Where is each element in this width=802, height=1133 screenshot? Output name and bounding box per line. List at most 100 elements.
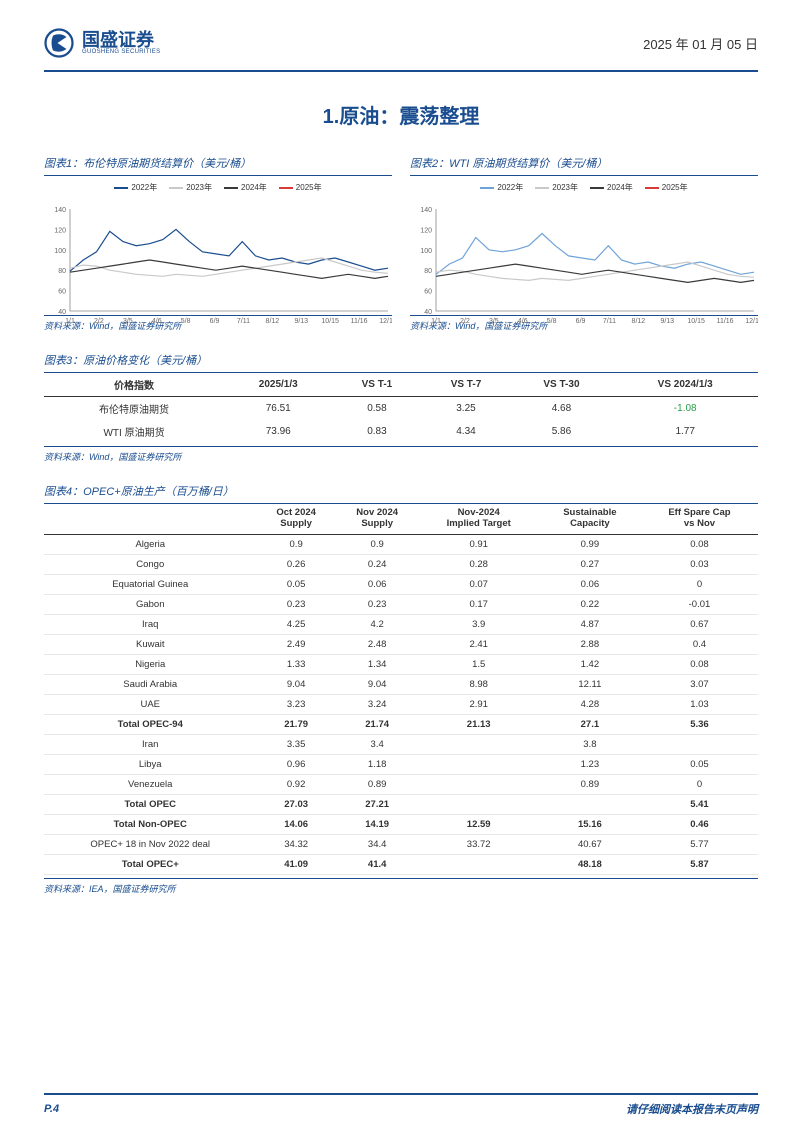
logo-text-cn: 国盛证券 — [82, 31, 160, 49]
table-cell — [419, 854, 539, 874]
table-cell: 3.35 — [256, 734, 335, 754]
table-cell: 0.08 — [641, 654, 758, 674]
table-cell: WTI 原油期货 — [44, 420, 224, 443]
table-cell: UAE — [44, 694, 256, 714]
table-3-col-header: 价格指数 — [44, 373, 224, 397]
table-cell: 1.03 — [641, 694, 758, 714]
table-cell: 0.83 — [332, 420, 421, 443]
table-cell: 41.4 — [336, 854, 419, 874]
table-cell: 0.17 — [419, 594, 539, 614]
table-cell: 0.03 — [641, 554, 758, 574]
legend-item: 2024年 — [590, 182, 633, 193]
table-3-col-header: 2025/1/3 — [224, 373, 332, 397]
svg-text:80: 80 — [424, 268, 432, 275]
table-cell: 0.9 — [256, 534, 335, 554]
table-row: Saudi Arabia9.049.048.9812.113.07 — [44, 674, 758, 694]
table-cell: 40.67 — [539, 834, 641, 854]
table-cell: 0.89 — [336, 774, 419, 794]
table-cell: 27.21 — [336, 794, 419, 814]
legend-item: 2022年 — [480, 182, 523, 193]
table-cell: 4.87 — [539, 614, 641, 634]
table-cell: 76.51 — [224, 397, 332, 421]
logo: 国盛证券 GUOSHENG SECURITIES — [44, 28, 160, 58]
legend-label: 2024年 — [241, 182, 267, 193]
svg-text:4/6: 4/6 — [518, 318, 528, 325]
svg-text:1/1: 1/1 — [431, 318, 441, 325]
table-cell: 2.91 — [419, 694, 539, 714]
chart-legend: 2022年2023年2024年2025年 — [410, 182, 758, 193]
table-cell: Saudi Arabia — [44, 674, 256, 694]
table-row: Congo0.260.240.280.270.03 — [44, 554, 758, 574]
svg-text:60: 60 — [424, 289, 432, 296]
svg-text:6/9: 6/9 — [576, 318, 586, 325]
table-cell: Kuwait — [44, 634, 256, 654]
table-cell: -0.01 — [641, 594, 758, 614]
legend-label: 2023年 — [186, 182, 212, 193]
table-cell: 4.68 — [511, 397, 613, 421]
table-cell — [419, 734, 539, 754]
table-row: Kuwait2.492.482.412.880.4 — [44, 634, 758, 654]
chart-1-title: 图表1：布伦特原油期货结算价（美元/桶） — [44, 155, 392, 176]
chart-1-canvas: 2022年2023年2024年2025年4060801001201401/12/… — [44, 182, 392, 312]
table-cell: 0.46 — [641, 814, 758, 834]
table-4-header-row: Oct 2024SupplyNov 2024SupplyNov-2024Impl… — [44, 504, 758, 535]
table-cell: Equatorial Guinea — [44, 574, 256, 594]
svg-text:100: 100 — [420, 248, 432, 255]
table-3-title: 图表3：原油价格变化（美元/桶） — [44, 352, 758, 372]
table-row: Libya0.961.181.230.05 — [44, 754, 758, 774]
table-cell: Congo — [44, 554, 256, 574]
table-cell: Iraq — [44, 614, 256, 634]
chart-2-canvas: 2022年2023年2024年2025年4060801001201401/12/… — [410, 182, 758, 312]
table-cell: 0 — [641, 574, 758, 594]
header-date: 2025 年 01 月 05 日 — [643, 34, 758, 53]
table-cell: 0.99 — [539, 534, 641, 554]
table-cell — [419, 774, 539, 794]
table-3: 价格指数2025/1/3VS T-1VS T-7VS T-30VS 2024/1… — [44, 372, 758, 443]
table-3-block: 图表3：原油价格变化（美元/桶） 价格指数2025/1/3VS T-1VS T-… — [44, 352, 758, 463]
svg-text:11/16: 11/16 — [351, 318, 368, 325]
table-cell: 15.16 — [539, 814, 641, 834]
table-cell: 0.06 — [336, 574, 419, 594]
svg-text:9/13: 9/13 — [660, 318, 674, 325]
svg-text:10/15: 10/15 — [687, 318, 705, 325]
section-title: 1.原油：震荡整理 — [44, 100, 758, 129]
table-row: OPEC+ 18 in Nov 2022 deal34.3234.433.724… — [44, 834, 758, 854]
svg-text:10/15: 10/15 — [321, 318, 339, 325]
chart-legend: 2022年2023年2024年2025年 — [44, 182, 392, 193]
legend-swatch-icon — [224, 187, 238, 189]
table-cell: 0.4 — [641, 634, 758, 654]
table-row: UAE3.233.242.914.281.03 — [44, 694, 758, 714]
table-4-col-header: SustainableCapacity — [539, 504, 641, 535]
table-row: Iran3.353.43.8 — [44, 734, 758, 754]
table-cell: 1.42 — [539, 654, 641, 674]
table-cell: 5.77 — [641, 834, 758, 854]
legend-swatch-icon — [590, 187, 604, 189]
table-cell: 0.23 — [336, 594, 419, 614]
svg-text:9/13: 9/13 — [294, 318, 308, 325]
table-cell: Total OPEC — [44, 794, 256, 814]
table-cell: 3.25 — [421, 397, 510, 421]
table-cell: 8.98 — [419, 674, 539, 694]
legend-label: 2022年 — [497, 182, 523, 193]
table-row: Gabon0.230.230.170.22-0.01 — [44, 594, 758, 614]
table-row: 布伦特原油期货76.510.583.254.68-1.08 — [44, 397, 758, 421]
table-cell: 0 — [641, 774, 758, 794]
table-cell: 1.18 — [336, 754, 419, 774]
table-cell: 4.28 — [539, 694, 641, 714]
page-footer: P.4 请仔细阅读本报告末页声明 — [44, 1093, 758, 1117]
table-cell: 0.22 — [539, 594, 641, 614]
table-row: Nigeria1.331.341.51.420.08 — [44, 654, 758, 674]
table-4-body: Algeria0.90.90.910.990.08Congo0.260.240.… — [44, 534, 758, 874]
table-cell: 0.05 — [641, 754, 758, 774]
table-cell: Total Non-OPEC — [44, 814, 256, 834]
table-cell: Gabon — [44, 594, 256, 614]
table-cell: OPEC+ 18 in Nov 2022 deal — [44, 834, 256, 854]
svg-text:6/9: 6/9 — [210, 318, 220, 325]
legend-swatch-icon — [535, 187, 549, 189]
table-cell: 0.06 — [539, 574, 641, 594]
table-4-col-header: Nov 2024Supply — [336, 504, 419, 535]
table-cell: 3.8 — [539, 734, 641, 754]
table-cell — [539, 794, 641, 814]
svg-text:2/2: 2/2 — [94, 318, 104, 325]
table-cell: 0.07 — [419, 574, 539, 594]
